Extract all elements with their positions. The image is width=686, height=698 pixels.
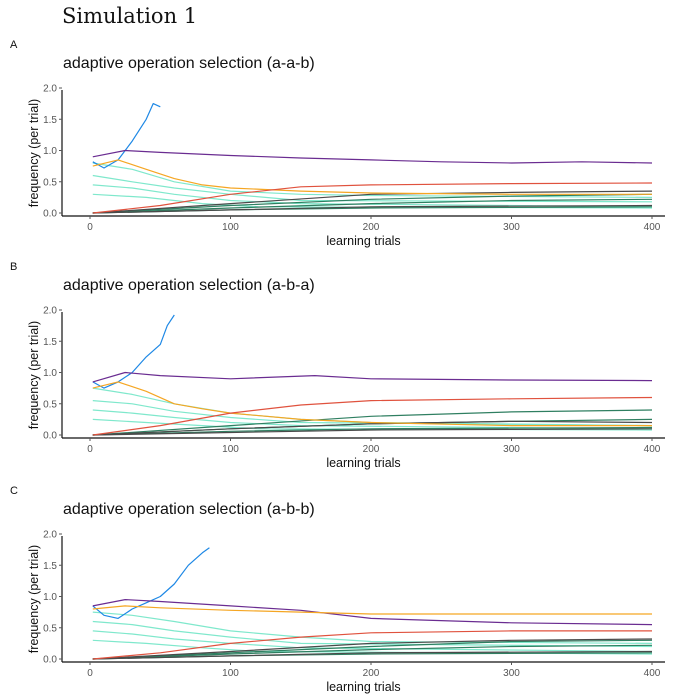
- x-tick-label: 300: [503, 668, 520, 679]
- series-line: [92, 102, 161, 169]
- panel-letter: B: [10, 261, 17, 273]
- x-tick-label: 0: [87, 668, 93, 679]
- series-line: [92, 644, 653, 660]
- x-tick-label: 400: [644, 668, 661, 679]
- x-tick-label: 300: [503, 444, 520, 455]
- series-line: [92, 409, 653, 436]
- x-tick-label: 400: [644, 444, 661, 455]
- series-line: [92, 149, 653, 164]
- series-line: [92, 638, 653, 660]
- y-tick-label: 0.5: [43, 623, 57, 634]
- x-tick-label: 100: [222, 222, 239, 233]
- series-line: [92, 396, 653, 436]
- y-tick-label: 2.0: [43, 306, 57, 317]
- series-line: [92, 198, 653, 214]
- panel-letter: A: [10, 39, 18, 51]
- y-tick-label: 1.5: [43, 561, 57, 572]
- series-line: [92, 547, 210, 620]
- x-tick-label: 200: [363, 222, 380, 233]
- y-tick-label: 0.5: [43, 177, 57, 188]
- x-tick-label: 100: [222, 444, 239, 455]
- x-tick-label: 0: [87, 444, 93, 455]
- y-tick-label: 0.0: [43, 209, 57, 220]
- panel-title: adaptive operation selection (a-a-b): [63, 55, 315, 72]
- y-tick-label: 0.0: [43, 655, 57, 666]
- series-line: [92, 182, 653, 214]
- y-tick-label: 0.0: [43, 431, 57, 442]
- series-line: [92, 371, 653, 383]
- series-line: [92, 381, 652, 427]
- y-tick-label: 2.0: [43, 530, 57, 541]
- x-axis-label: learning trials: [326, 234, 400, 248]
- x-tick-label: 200: [363, 444, 380, 455]
- series-line: [92, 630, 653, 653]
- series-line: [92, 630, 652, 660]
- series-line: [92, 428, 653, 436]
- y-tick-label: 1.0: [43, 368, 57, 379]
- series-line: [92, 400, 653, 427]
- y-tick-label: 1.5: [43, 115, 57, 126]
- x-axis-label: learning trials: [326, 456, 400, 470]
- series-line: [92, 598, 653, 626]
- series-line: [92, 409, 653, 430]
- x-tick-label: 100: [222, 668, 239, 679]
- y-axis-label: frequency (per trial): [27, 99, 41, 207]
- y-tick-label: 1.0: [43, 592, 57, 603]
- y-tick-label: 1.5: [43, 337, 57, 348]
- y-axis-label: frequency (per trial): [27, 545, 41, 653]
- panel-title: adaptive operation selection (a-b-b): [63, 501, 315, 518]
- y-tick-label: 0.5: [43, 399, 57, 410]
- x-tick-label: 200: [363, 668, 380, 679]
- panel-letter: C: [10, 485, 18, 497]
- figure-title: Simulation 1: [62, 4, 198, 28]
- series-line: [92, 193, 653, 214]
- series-line: [92, 174, 653, 203]
- panel-title: adaptive operation selection (a-b-a): [63, 277, 315, 294]
- series-line: [92, 611, 653, 645]
- x-axis-label: learning trials: [326, 680, 400, 694]
- series-line: [92, 650, 653, 660]
- series-line: [92, 159, 652, 195]
- series-line: [92, 605, 652, 615]
- series-line: [92, 204, 653, 214]
- x-tick-label: 400: [644, 222, 661, 233]
- y-tick-label: 1.0: [43, 146, 57, 157]
- series-line: [92, 420, 653, 436]
- series-line: [92, 162, 653, 198]
- x-tick-label: 0: [87, 222, 93, 233]
- series-line: [92, 190, 653, 214]
- y-tick-label: 2.0: [43, 84, 57, 95]
- series-line: [92, 314, 175, 389]
- x-tick-label: 300: [503, 222, 520, 233]
- series-line: [92, 639, 653, 660]
- y-axis-label: frequency (per trial): [27, 321, 41, 429]
